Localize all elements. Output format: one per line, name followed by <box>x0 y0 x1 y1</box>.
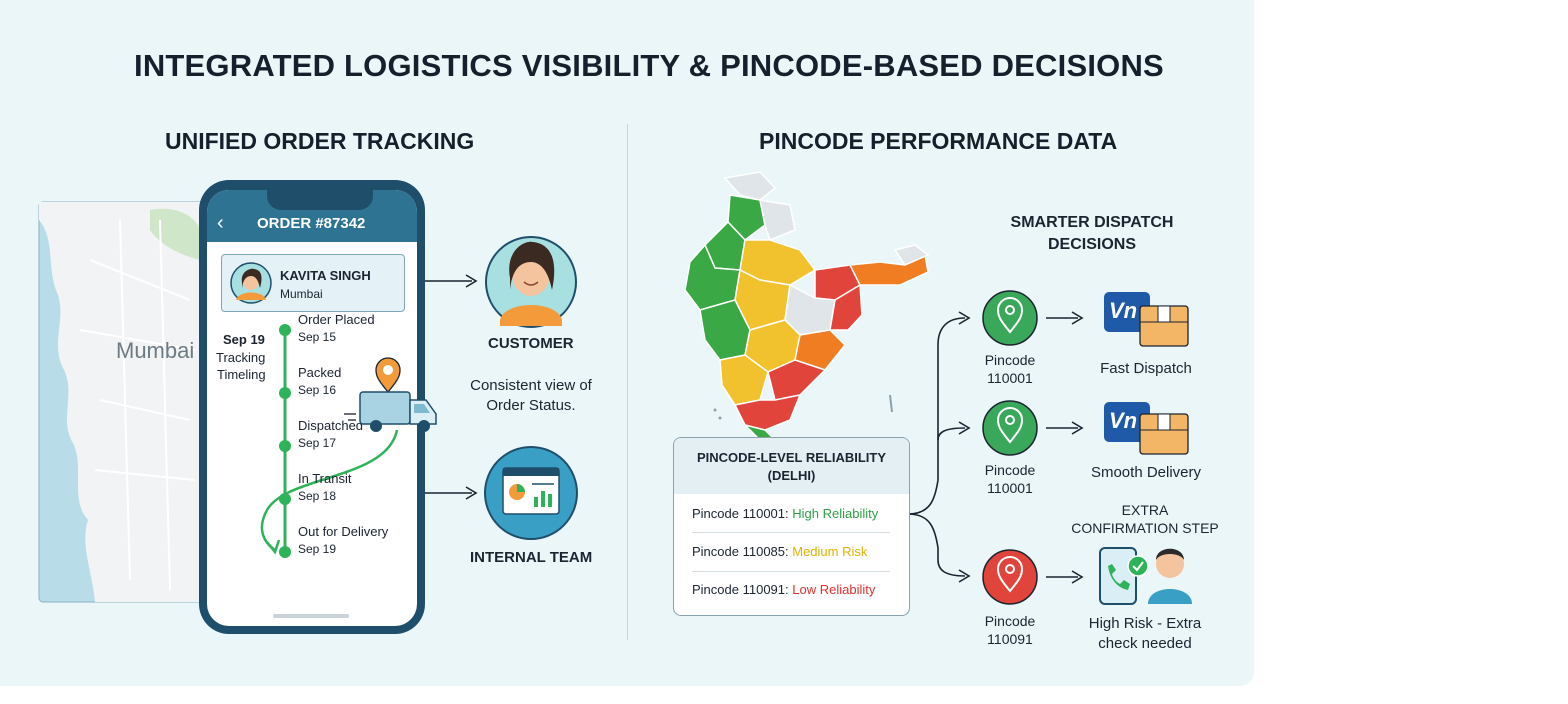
row-prefix: Pincode 110091: <box>692 582 789 597</box>
india-map <box>684 171 930 441</box>
box-icon-2 <box>1104 402 1189 455</box>
order-title: ORDER #87342 <box>257 215 366 232</box>
back-chevron-icon[interactable]: ‹ <box>217 212 224 234</box>
row-separator <box>692 571 890 572</box>
row-status: Medium Risk <box>792 544 868 559</box>
outcome-label-line2: check needed <box>1098 635 1192 652</box>
side-line1: Tracking <box>216 350 266 365</box>
step-label: In Transit <box>298 471 352 486</box>
reliability-row: Pincode 110001: High Reliability <box>692 506 878 521</box>
side-date: Sep 19 <box>223 332 265 347</box>
map-label: Mumbai <box>116 338 195 363</box>
reliability-card-header <box>674 438 909 494</box>
step-label: Dispatched <box>298 418 364 433</box>
graphics-layer <box>38 171 1192 605</box>
step-label: Order Placed <box>298 312 375 327</box>
phone-notch <box>267 190 373 210</box>
reliability-card: PINCODE-LEVEL RELIABILITY (DELHI) Pincod… <box>673 437 910 616</box>
outcome-label-line1: High Risk - Extra <box>1088 615 1202 632</box>
pin-icon-2 <box>982 400 1038 456</box>
infographic-panel: INTEGRATED LOGISTICS VISIBILITY & PINCOD… <box>0 0 1254 686</box>
side-line2: Timeling <box>217 367 266 382</box>
customer-card[interactable]: KAVITA SINGH Mumbai <box>221 254 405 312</box>
customer-label: CUSTOMER <box>488 335 574 352</box>
pin-label: Pincode <box>984 352 1036 368</box>
extra-step-line2: CONFIRMATION STEP <box>1071 520 1219 536</box>
pin-code: 110001 <box>987 370 1033 386</box>
pin-label: Pincode <box>984 613 1036 629</box>
reliability-title-line2: (DELHI) <box>767 468 816 483</box>
pin-icon-3 <box>982 549 1038 605</box>
box-icon-1 <box>1104 292 1189 347</box>
left-section-title: UNIFIED ORDER TRACKING <box>165 128 475 154</box>
avatar-icon <box>230 262 272 304</box>
extra-step-line1: EXTRA <box>1121 502 1169 518</box>
customer-city: Mumbai <box>280 287 323 301</box>
step-label: Packed <box>298 365 342 380</box>
pin-code: 110091 <box>987 631 1033 647</box>
customer-caption-line1: Consistent view of <box>470 377 592 394</box>
step-date: Sep 15 <box>298 330 337 344</box>
timeline-dot <box>279 324 291 336</box>
step-date: Sep 17 <box>298 436 337 450</box>
pin-code: 110001 <box>987 480 1033 496</box>
row-prefix: Pincode 110001: <box>692 506 789 521</box>
main-title: INTEGRATED LOGISTICS VISIBILITY & PINCOD… <box>134 48 1164 83</box>
section-divider <box>627 124 628 640</box>
step-label: Out for Delivery <box>298 524 389 539</box>
pin-icon-1 <box>982 290 1038 346</box>
pin-label: Pincode <box>984 462 1036 478</box>
outcome-label: Fast Dispatch <box>1100 360 1192 377</box>
mumbai-map <box>38 201 220 603</box>
timeline-dot <box>279 387 291 399</box>
row-prefix: Pincode 110085: <box>692 544 789 559</box>
step-date: Sep 18 <box>298 489 337 503</box>
step-date: Sep 16 <box>298 383 337 397</box>
reliability-title-line1: PINCODE-LEVEL RELIABILITY <box>697 450 886 465</box>
row-status: High Reliability <box>792 506 879 521</box>
reliability-row: Pincode 110091: Low Reliability <box>692 582 875 597</box>
decision-connectors <box>907 311 1084 584</box>
decisions-title-line1: SMARTER DISPATCH <box>1010 214 1174 231</box>
box-logo: Vn <box>1109 408 1138 433</box>
agent-icon <box>1148 548 1192 604</box>
delivery-truck-icon <box>344 357 437 432</box>
home-indicator <box>273 614 349 618</box>
row-status: Low Reliability <box>792 582 876 597</box>
customer-name: KAVITA SINGH <box>280 268 371 283</box>
timeline-graphic <box>260 324 399 558</box>
customer-caption-line2: Order Status. <box>486 397 576 414</box>
phone-check-icon <box>1099 547 1149 605</box>
right-section-title: PINCODE PERFORMANCE DATA <box>759 128 1118 154</box>
box-logo: Vn <box>1109 298 1138 323</box>
dashboard-icon <box>484 446 578 540</box>
row-separator <box>692 532 890 533</box>
step-date: Sep 19 <box>298 542 337 556</box>
timeline-dot <box>279 546 291 558</box>
outcome-label: Smooth Delivery <box>1090 464 1202 481</box>
reliability-row: Pincode 110085: Medium Risk <box>692 544 867 559</box>
customer-avatar-icon <box>485 236 577 328</box>
internal-team-label: INTERNAL TEAM <box>470 549 593 566</box>
timeline-dot <box>279 440 291 452</box>
decisions-title-line2: DECISIONS <box>1047 236 1136 253</box>
